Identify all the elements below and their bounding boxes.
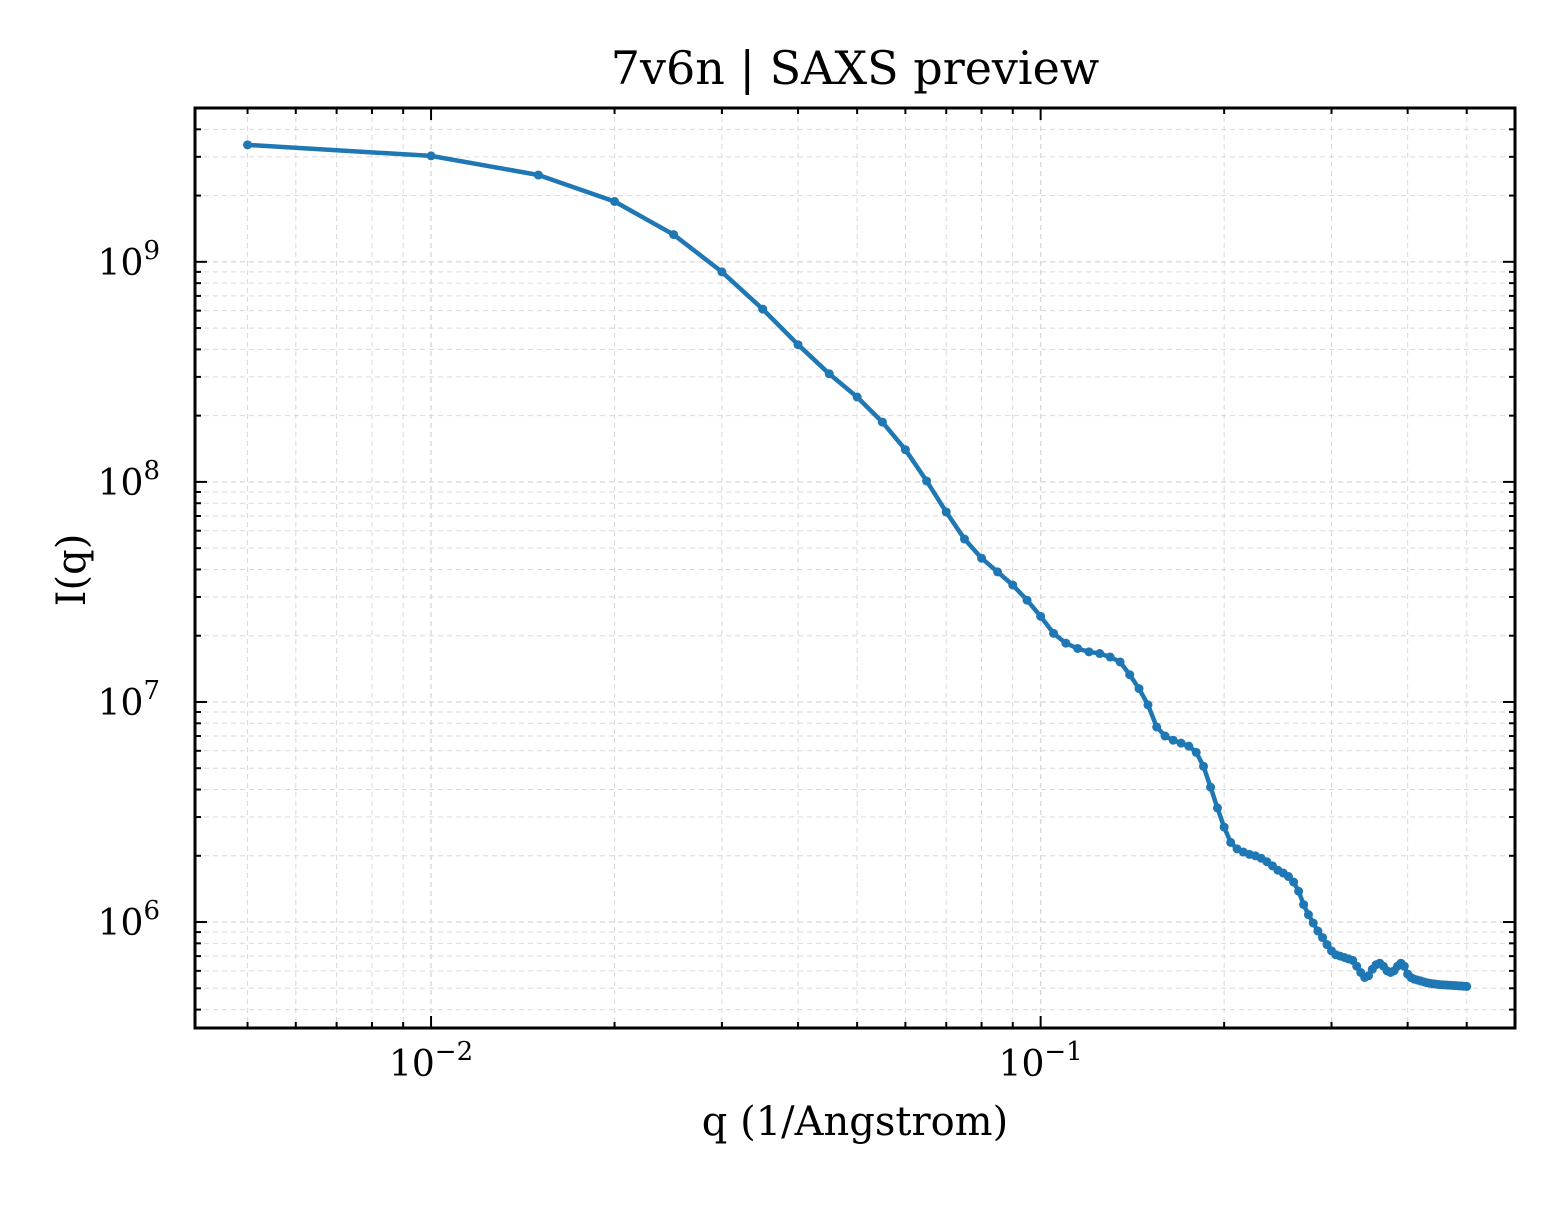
data-point: [1294, 886, 1304, 896]
data-point: [1022, 595, 1032, 605]
series-layer: [243, 140, 1472, 991]
data-point: [1152, 722, 1162, 732]
data-point: [1206, 782, 1216, 792]
data-point: [1049, 628, 1059, 638]
y-tick-label: 106: [98, 896, 160, 944]
data-point: [1134, 684, 1144, 694]
y-tick-label: 107: [98, 676, 160, 724]
data-point: [1160, 731, 1170, 741]
data-point: [1084, 647, 1094, 657]
data-point: [758, 304, 768, 314]
data-point: [824, 369, 834, 379]
data-point: [1125, 670, 1135, 680]
data-point: [1303, 910, 1313, 920]
data-point: [1105, 652, 1115, 662]
data-point: [1143, 700, 1153, 710]
data-point: [1095, 649, 1105, 659]
data-point: [426, 151, 436, 161]
data-point: [243, 140, 253, 150]
y-tick-label: 109: [98, 236, 160, 284]
data-point: [1318, 933, 1328, 943]
data-point: [1061, 638, 1071, 648]
data-point: [1299, 900, 1309, 910]
data-point: [1184, 741, 1194, 751]
data-point: [1226, 837, 1236, 847]
data-point: [793, 340, 803, 350]
data-point: [1176, 738, 1186, 748]
data-point: [610, 196, 620, 206]
x-tick-label: 10−2: [389, 1037, 473, 1085]
data-point: [941, 507, 951, 517]
data-point: [977, 553, 987, 563]
data-point: [959, 534, 969, 544]
data-point: [533, 170, 543, 180]
data-point: [1191, 747, 1201, 757]
x-axis-label: q (1/Angstrom): [702, 1099, 1008, 1145]
data-point: [1219, 822, 1229, 832]
data-point: [1322, 940, 1332, 950]
data-point: [1313, 926, 1323, 936]
data-point: [1462, 981, 1472, 991]
data-point: [993, 567, 1003, 577]
data-point: [717, 267, 727, 277]
data-point: [1199, 761, 1209, 771]
data-point: [877, 417, 887, 427]
y-axis-label: I(q): [49, 534, 95, 607]
data-point: [1308, 918, 1318, 928]
y-tick-label: 108: [98, 456, 160, 504]
data-point: [1363, 971, 1373, 981]
data-point: [1036, 611, 1046, 621]
data-point: [1399, 961, 1409, 971]
data-point: [900, 445, 910, 455]
data-point: [922, 476, 932, 486]
chart-title: 7v6n | SAXS preview: [611, 41, 1099, 95]
data-point: [852, 392, 862, 402]
data-point: [669, 230, 679, 240]
plot-frame: [193, 106, 1517, 1030]
x-tick-label: 10−1: [999, 1037, 1083, 1085]
data-point: [1115, 657, 1125, 667]
data-point: [1008, 580, 1018, 590]
data-point: [1168, 735, 1178, 745]
data-point: [1289, 877, 1299, 887]
grid-layer: [195, 107, 1515, 1028]
data-point: [1212, 803, 1222, 813]
data-point: [1073, 643, 1083, 653]
